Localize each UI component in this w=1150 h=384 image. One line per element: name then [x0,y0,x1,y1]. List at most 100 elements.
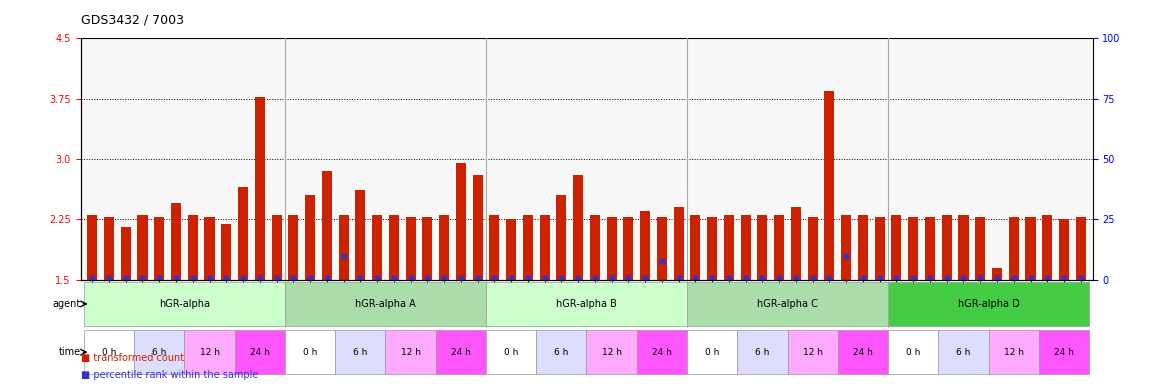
Bar [1042,215,1052,280]
FancyBboxPatch shape [1038,331,1089,374]
Bar [723,215,734,280]
Text: 24 h: 24 h [451,348,470,357]
Bar [674,207,684,280]
Bar [841,215,851,280]
Bar [305,195,315,280]
Bar [606,217,616,280]
Bar [1059,219,1070,280]
Text: hGR-alpha: hGR-alpha [159,299,210,309]
FancyBboxPatch shape [788,331,838,374]
Bar [355,190,366,280]
Bar [573,175,583,280]
Bar [1026,217,1035,280]
Text: 24 h: 24 h [853,348,873,357]
Bar [373,215,382,280]
Text: GDS3432 / 7003: GDS3432 / 7003 [81,14,184,27]
Bar [858,215,868,280]
FancyBboxPatch shape [888,331,938,374]
Bar [473,175,483,280]
Bar [623,217,634,280]
FancyBboxPatch shape [335,331,385,374]
FancyBboxPatch shape [285,282,486,326]
Bar [506,219,516,280]
FancyBboxPatch shape [687,282,888,326]
Text: hGR-alpha B: hGR-alpha B [557,299,616,309]
Bar [992,268,1002,280]
Bar [774,215,784,280]
FancyBboxPatch shape [486,282,687,326]
Text: 6 h: 6 h [957,348,971,357]
Bar [221,224,231,280]
Text: 0 h: 0 h [504,348,519,357]
FancyBboxPatch shape [888,282,1089,326]
Text: hGR-alpha A: hGR-alpha A [355,299,416,309]
Text: 6 h: 6 h [554,348,568,357]
Bar [205,217,215,280]
Text: hGR-alpha D: hGR-alpha D [958,299,1020,309]
Bar [825,91,835,280]
Bar [791,207,800,280]
Bar [707,217,718,280]
Text: 12 h: 12 h [601,348,622,357]
Bar [975,217,986,280]
Bar [455,163,466,280]
Bar [87,215,98,280]
Bar [338,215,348,280]
FancyBboxPatch shape [838,331,888,374]
FancyBboxPatch shape [135,331,184,374]
FancyBboxPatch shape [938,331,989,374]
Bar [590,215,600,280]
FancyBboxPatch shape [84,282,285,326]
Text: 0 h: 0 h [102,348,116,357]
FancyBboxPatch shape [184,331,235,374]
Bar [138,215,147,280]
Bar [187,215,198,280]
FancyBboxPatch shape [989,331,1038,374]
FancyBboxPatch shape [235,331,285,374]
FancyBboxPatch shape [486,331,536,374]
Bar [657,217,667,280]
Text: ■ percentile rank within the sample: ■ percentile rank within the sample [81,370,258,380]
Text: 6 h: 6 h [756,348,769,357]
FancyBboxPatch shape [285,331,335,374]
Bar [154,217,164,280]
Bar [741,215,751,280]
Bar [557,195,567,280]
Bar [758,215,767,280]
Text: 0 h: 0 h [705,348,720,357]
Bar [875,217,884,280]
FancyBboxPatch shape [586,331,637,374]
Bar [807,217,818,280]
Text: 24 h: 24 h [652,348,672,357]
Text: hGR-alpha C: hGR-alpha C [757,299,818,309]
Bar [523,215,532,280]
Bar [422,217,432,280]
Bar [121,227,131,280]
Bar [171,204,181,280]
Bar [1009,217,1019,280]
Bar [289,215,298,280]
FancyBboxPatch shape [84,331,135,374]
Text: 24 h: 24 h [1055,348,1074,357]
Text: 24 h: 24 h [250,348,270,357]
FancyBboxPatch shape [637,331,687,374]
FancyBboxPatch shape [737,331,788,374]
Text: 0 h: 0 h [302,348,317,357]
Bar [1075,217,1086,280]
Bar [406,217,415,280]
Bar [539,215,550,280]
Bar [690,215,700,280]
Bar [439,215,450,280]
Bar [271,215,282,280]
Bar [255,97,264,280]
Text: time: time [59,347,81,357]
FancyBboxPatch shape [536,331,586,374]
Text: 12 h: 12 h [803,348,822,357]
Text: 12 h: 12 h [199,348,220,357]
FancyBboxPatch shape [687,331,737,374]
Bar [104,217,114,280]
Text: 12 h: 12 h [400,348,421,357]
Text: 6 h: 6 h [353,348,368,357]
Bar [238,187,248,280]
Bar [641,211,650,280]
